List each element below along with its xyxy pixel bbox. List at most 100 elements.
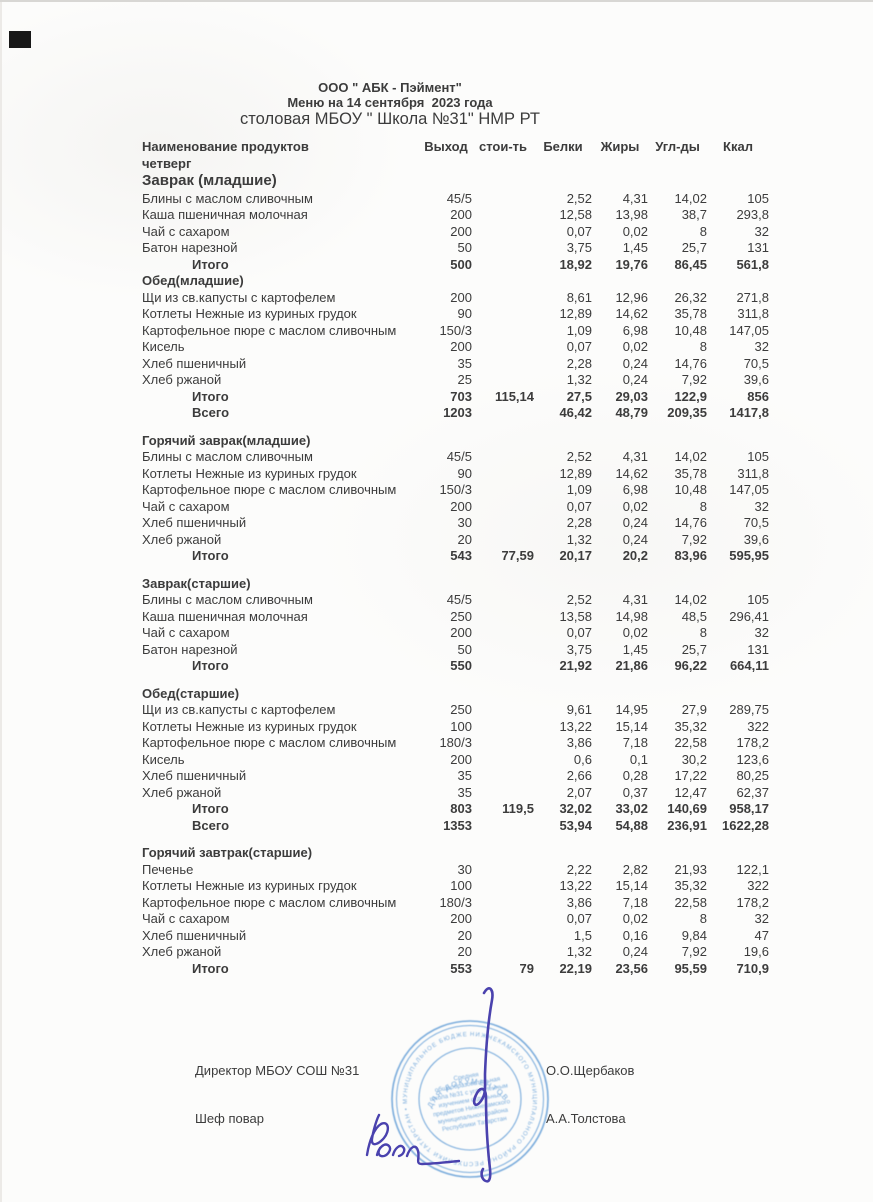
carbs-cell: 25,7 (681, 240, 707, 255)
protein-cell: 1,32 (566, 944, 592, 959)
stamp-circles (391, 1020, 549, 1178)
carbs-cell: 83,96 (674, 548, 707, 563)
product-name-cell: Итого (192, 388, 229, 404)
protein-cell: 2,28 (566, 355, 592, 371)
output-cell: 1353 (443, 817, 472, 833)
output-cell: 200 (450, 911, 472, 926)
fat-cell: 0,37 (622, 784, 648, 800)
carbs-cell: 14,02 (674, 190, 707, 206)
protein-cell: 2,52 (566, 592, 592, 607)
weekday-row: четверг (142, 156, 769, 173)
carbs-cell: 95,59 (674, 960, 707, 976)
table-row: Батон нарезной 50 3,75 1,45 25,7 131 (142, 240, 769, 257)
svg-text:предметов Нижнекамского: предметов Нижнекамского (433, 1098, 512, 1119)
director-name: О.О.Щербаков (546, 1063, 635, 1078)
product-name-cell: Блины с маслом сливочным (142, 190, 313, 206)
fat-cell: 6,98 (622, 322, 648, 338)
table-row: Щи из св.капусты с картофелем 250 9,61 14,9… (142, 702, 769, 719)
protein-cell: 12,89 (559, 465, 592, 481)
kcal-cell: 322 (747, 718, 769, 734)
protein-cell: 13,58 (559, 608, 592, 624)
protein-cell: 2,28 (566, 515, 592, 530)
protein-cell: 0,07 (566, 339, 592, 354)
total-row: Итого 500 18,92 19,76 86,45 561,8 (142, 257, 769, 274)
table-row: Хлеб ржаной 20 1,32 0,24 7,92 19,6 (142, 944, 769, 961)
protein-cell: 53,94 (559, 817, 592, 833)
cost-cell (472, 928, 534, 945)
output-cell: 200 (450, 498, 472, 514)
table-row: Картофельное пюре с маслом сливочным 180/… (142, 895, 769, 912)
column-header-kcal: Ккал (723, 139, 753, 154)
fat-cell: 13,98 (615, 207, 648, 222)
carbs-cell: 14,02 (674, 592, 707, 607)
cost-cell (472, 323, 534, 340)
cost-cell (472, 499, 534, 516)
output-cell: 90 (457, 306, 472, 321)
total-row: Всего 1203 46,42 48,79 209,35 1417,8 (142, 405, 769, 422)
kcal-cell: 70,5 (743, 355, 769, 371)
product-name-cell: Чай с сахаром (142, 625, 230, 640)
carbs-cell: 38,7 (681, 207, 707, 222)
official-stamp: НИЖНЕКАМСКОГО МУНИЦИПАЛЬНОГО РАЙОНА РЕСП… (380, 1006, 549, 1178)
total-row: Итого 543 77,59 20,17 20,2 83,96 595,95 (142, 548, 769, 565)
carbs-cell: 48,5 (681, 608, 707, 624)
protein-cell: 18,92 (559, 256, 592, 272)
cost-cell (472, 405, 534, 422)
carbs-cell: 27,9 (681, 702, 707, 717)
product-name-cell: Батон нарезной (142, 240, 238, 255)
protein-cell: 0,07 (566, 625, 592, 640)
cost-cell (472, 207, 534, 224)
kcal-cell: 47 (754, 927, 769, 943)
protein-cell: 3,86 (566, 735, 592, 750)
carbs-cell: 35,32 (674, 718, 707, 734)
svg-text:муниципального района: муниципального района (437, 1106, 509, 1126)
protein-cell: 2,52 (566, 190, 592, 206)
output-cell: 500 (450, 256, 472, 272)
fat-cell: 29,03 (615, 388, 648, 404)
output-cell: 50 (457, 641, 472, 657)
total-row: Итого 553 79 22,19 23,56 95,59 710,9 (142, 961, 769, 978)
protein-cell: 3,75 (566, 240, 592, 255)
output-cell: 20 (457, 944, 472, 959)
protein-cell: 0,6 (573, 751, 592, 767)
kcal-cell: 293,8 (736, 207, 769, 222)
output-cell: 180/3 (439, 735, 472, 750)
carbs-cell: 140,69 (667, 801, 707, 816)
protein-cell: 1,5 (573, 927, 592, 943)
carbs-cell: 14,76 (674, 355, 707, 371)
kcal-cell: 856 (747, 388, 769, 404)
output-cell: 1203 (443, 405, 472, 420)
cost-cell: 119,5 (502, 801, 534, 816)
protein-cell: 0,07 (566, 911, 592, 926)
fat-cell: 2,82 (622, 861, 648, 877)
table-row: Чай с сахаром 200 0,07 0,02 8 32 (142, 224, 769, 241)
total-row: Всего 1353 53,94 54,88 236,91 1622,28 (142, 818, 769, 835)
table-row: Кисель 200 0,6 0,1 30,2 123,6 (142, 752, 769, 769)
kcal-cell: 80,25 (736, 768, 769, 783)
protein-cell: 1,32 (566, 531, 592, 547)
product-name-cell: Хлеб ржаной (142, 372, 222, 387)
product-name-cell: Блины с маслом сливочным (142, 449, 313, 464)
output-cell: 30 (457, 515, 472, 530)
kcal-cell: 105 (747, 190, 769, 206)
protein-cell: 32,02 (559, 801, 592, 816)
fat-cell: 15,14 (615, 718, 648, 734)
fat-cell: 7,18 (622, 894, 648, 910)
section-title: Заврак(старшие) (142, 575, 251, 591)
fat-cell: 20,2 (622, 548, 648, 563)
fat-cell: 4,31 (622, 592, 648, 607)
kcal-cell: 39,6 (743, 372, 769, 387)
kcal-cell: 178,2 (736, 894, 769, 910)
column-header-output: Выход (424, 139, 468, 154)
fat-cell: 15,14 (615, 878, 648, 893)
carbs-cell: 22,58 (674, 894, 707, 910)
cost-cell (472, 356, 534, 373)
fat-cell: 0,24 (622, 372, 648, 387)
cost-cell (472, 532, 534, 549)
section-title: Обед(старшие) (142, 685, 240, 701)
kcal-cell: 131 (747, 641, 769, 657)
table-row: Котлеты Нежные из куриных грудок 90 12,89 1… (142, 306, 769, 323)
stamp-ring-text: НИЖНЕКАМСКОГО МУНИЦИПАЛЬНОГО РАЙОНА РЕСП… (380, 1006, 537, 1166)
output-cell: 25 (457, 372, 472, 387)
total-row: Итого 803 119,5 32,02 33,02 140,69 958,17 (142, 801, 769, 818)
